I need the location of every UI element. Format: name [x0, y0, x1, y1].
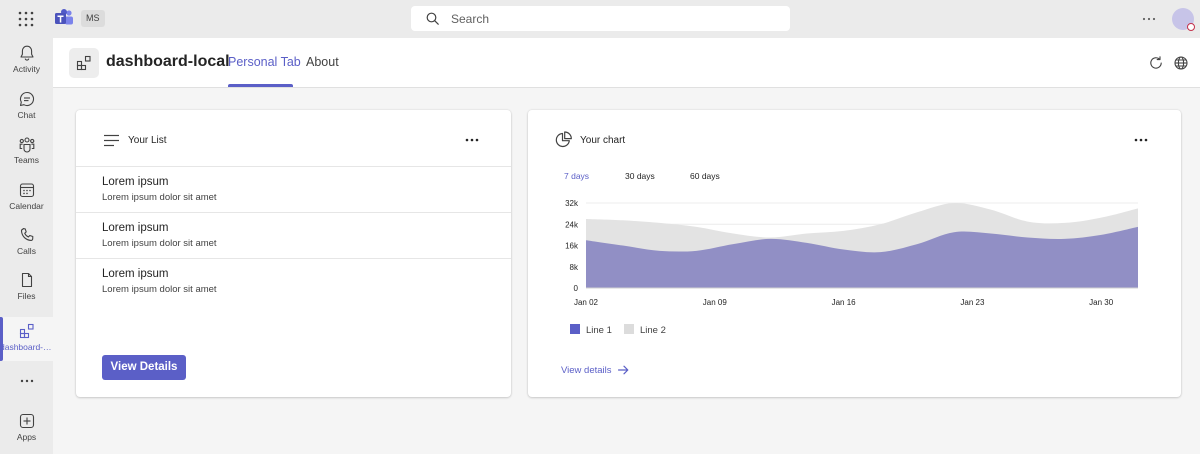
pie-chart-icon [555, 131, 572, 148]
rail-item-label: Activity [13, 64, 40, 74]
list-card-title: Your List [128, 135, 167, 146]
refresh-icon[interactable] [1148, 55, 1164, 71]
y-tick-label: 0 [574, 284, 579, 293]
arrow-right-icon [617, 365, 628, 375]
legend-item-line-1[interactable]: Line 1 [570, 324, 612, 336]
rail-item-label: Calendar [9, 201, 44, 211]
rail-item-chat[interactable]: Chat [0, 90, 53, 134]
search-icon [426, 12, 439, 25]
globe-icon[interactable] [1173, 55, 1189, 71]
teams-icon [19, 137, 34, 153]
area-series-1 [586, 226, 1138, 288]
search-input[interactable] [451, 9, 771, 28]
x-tick-label: Jan 23 [960, 298, 985, 307]
x-tick-label: Jan 09 [703, 298, 728, 307]
chart-card-title: Your chart [580, 135, 626, 146]
active-tab-indicator [228, 84, 293, 87]
status-badge [1187, 23, 1195, 31]
app-header: dashboard-local Personal Tab About [53, 38, 1200, 88]
apps-grid-icon [76, 55, 91, 71]
legend-swatch [570, 324, 580, 334]
chat-icon [19, 91, 34, 107]
apps-grid-icon [19, 323, 34, 339]
rail-item-label: Calls [17, 246, 36, 256]
list-item[interactable]: Lorem ipsum Lorem ipsum dolor sit amet [76, 212, 511, 258]
y-tick-label: 24k [565, 220, 579, 229]
y-tick-label: 8k [570, 263, 579, 272]
teams-logo-icon [55, 9, 73, 25]
bell-icon [19, 45, 34, 61]
more-options-icon[interactable] [1134, 137, 1148, 143]
file-icon [21, 272, 32, 288]
y-tick-label: 32k [565, 199, 579, 208]
app-icon [69, 48, 99, 78]
add-app-icon [19, 413, 34, 429]
range-tab-60-days[interactable]: 60 days [690, 171, 720, 181]
list-item-title: Lorem ipsum [102, 176, 169, 188]
rail-item-calls[interactable]: Calls [0, 226, 53, 270]
menu-lines-icon [104, 134, 119, 147]
phone-icon [20, 227, 33, 241]
rail-item-dashboard[interactable]: dashboard-local [0, 317, 53, 361]
tab-about[interactable]: About [306, 55, 339, 69]
view-details-label: View details [561, 365, 612, 376]
top-bar: MS [0, 0, 1200, 38]
search-box[interactable] [411, 6, 790, 31]
y-tick-label: 16k [565, 242, 579, 251]
page-title: dashboard-local [106, 53, 230, 70]
list-item[interactable]: Lorem ipsum Lorem ipsum dolor sit amet [76, 258, 511, 304]
rail-item-label: Teams [13, 155, 40, 165]
rail-item-teams[interactable]: Teams [0, 135, 53, 179]
list-item[interactable]: Lorem ipsum Lorem ipsum dolor sit amet [76, 166, 511, 212]
rail-item-label: Files [17, 291, 36, 301]
legend-label: Line 2 [640, 325, 666, 336]
more-options-icon[interactable] [465, 137, 479, 143]
rail-more-button[interactable] [0, 372, 53, 392]
rail-item-apps[interactable]: Apps [0, 412, 53, 454]
view-details-link[interactable]: View details [561, 365, 629, 376]
x-tick-label: Jan 16 [832, 298, 857, 307]
range-tab-7-days[interactable]: 7 days [564, 171, 590, 181]
list-item-subtitle: Lorem ipsum dolor sit amet [102, 284, 217, 295]
more-apps-icon [20, 379, 33, 383]
list-item-title: Lorem ipsum [102, 268, 169, 280]
chart-card: Your chart 7 days 30 days 60 days 0 8k 16k… [528, 110, 1181, 397]
rail-item-calendar[interactable]: Calendar [0, 181, 53, 225]
rail-item-activity[interactable]: Activity [0, 44, 53, 88]
list-item-subtitle: Lorem ipsum dolor sit amet [102, 192, 217, 203]
legend-swatch [624, 324, 634, 334]
rail-item-files[interactable]: Files [0, 271, 53, 315]
tab-personal[interactable]: Personal Tab [228, 55, 301, 69]
rail-item-label: Apps [16, 432, 37, 442]
x-tick-label: Jan 02 [574, 298, 599, 307]
more-options-icon[interactable] [1140, 10, 1158, 28]
app-rail: Activity Chat Teams Calendar C [0, 38, 53, 454]
list-item-title: Lorem ipsum [102, 222, 169, 234]
list-card: Your List Lorem ipsum Lorem ipsum dolor … [76, 110, 511, 397]
range-tab-30-days[interactable]: 30 days [625, 171, 655, 181]
legend-label: Line 1 [586, 325, 612, 336]
area-chart: 0 8k 16k 24k 32k Jan 02 Jan 09 Jan 16 Jan 23 Jan … [565, 199, 1138, 307]
x-tick-label: Jan 30 [1089, 298, 1114, 307]
rail-item-label: Chat [17, 110, 36, 120]
app-launcher-icon[interactable] [18, 11, 34, 27]
view-details-button[interactable]: View Details [102, 355, 186, 380]
calendar-icon [19, 183, 34, 198]
rail-item-label: dashboard-local [0, 342, 53, 352]
list-item-subtitle: Lorem ipsum dolor sit amet [102, 238, 217, 249]
avatar[interactable] [1172, 8, 1195, 31]
legend-item-line-2[interactable]: Line 2 [624, 324, 666, 336]
org-badge[interactable]: MS [81, 10, 105, 27]
